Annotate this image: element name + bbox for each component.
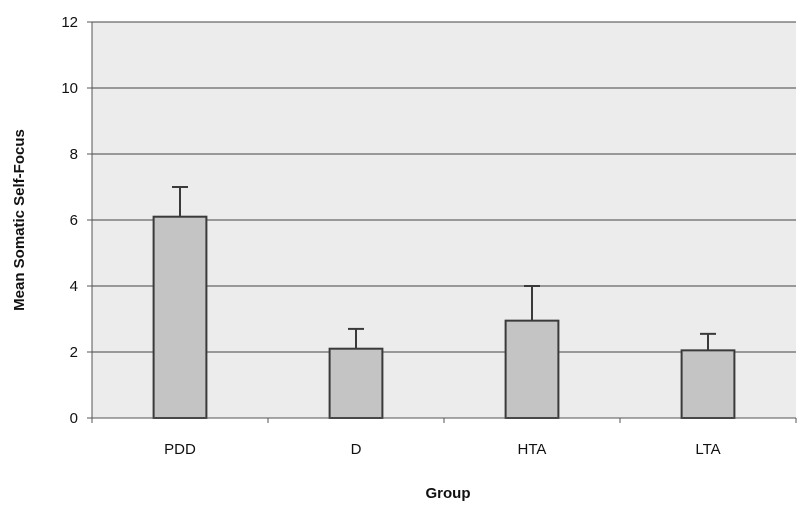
x-axis-title: Group xyxy=(426,485,471,502)
bars xyxy=(152,215,736,420)
y-tick-label: 8 xyxy=(70,146,78,163)
error-bars xyxy=(172,186,716,351)
bar-pdd xyxy=(152,215,208,419)
x-axis-ticks: PDD D HTA LTA xyxy=(91,418,797,458)
y-tick-label: 2 xyxy=(70,344,78,361)
y-tick-label: 4 xyxy=(70,278,78,295)
x-tick-label: LTA xyxy=(695,441,720,458)
gridlines xyxy=(92,21,796,353)
y-tick-label: 6 xyxy=(70,212,78,229)
y-axis-ticks: 0 2 4 6 8 10 12 xyxy=(61,14,92,427)
bar-lta xyxy=(680,349,736,420)
y-axis-title: Mean Somatic Self-Focus xyxy=(11,129,28,311)
x-tick-label: D xyxy=(351,441,362,458)
x-tick-label: HTA xyxy=(518,441,547,458)
y-tick-label: 0 xyxy=(70,410,78,427)
bar-hta xyxy=(504,319,560,419)
x-tick-label: PDD xyxy=(164,441,196,458)
bar-d xyxy=(328,347,384,420)
y-tick-label: 10 xyxy=(61,80,78,97)
y-tick-label: 12 xyxy=(61,14,78,31)
